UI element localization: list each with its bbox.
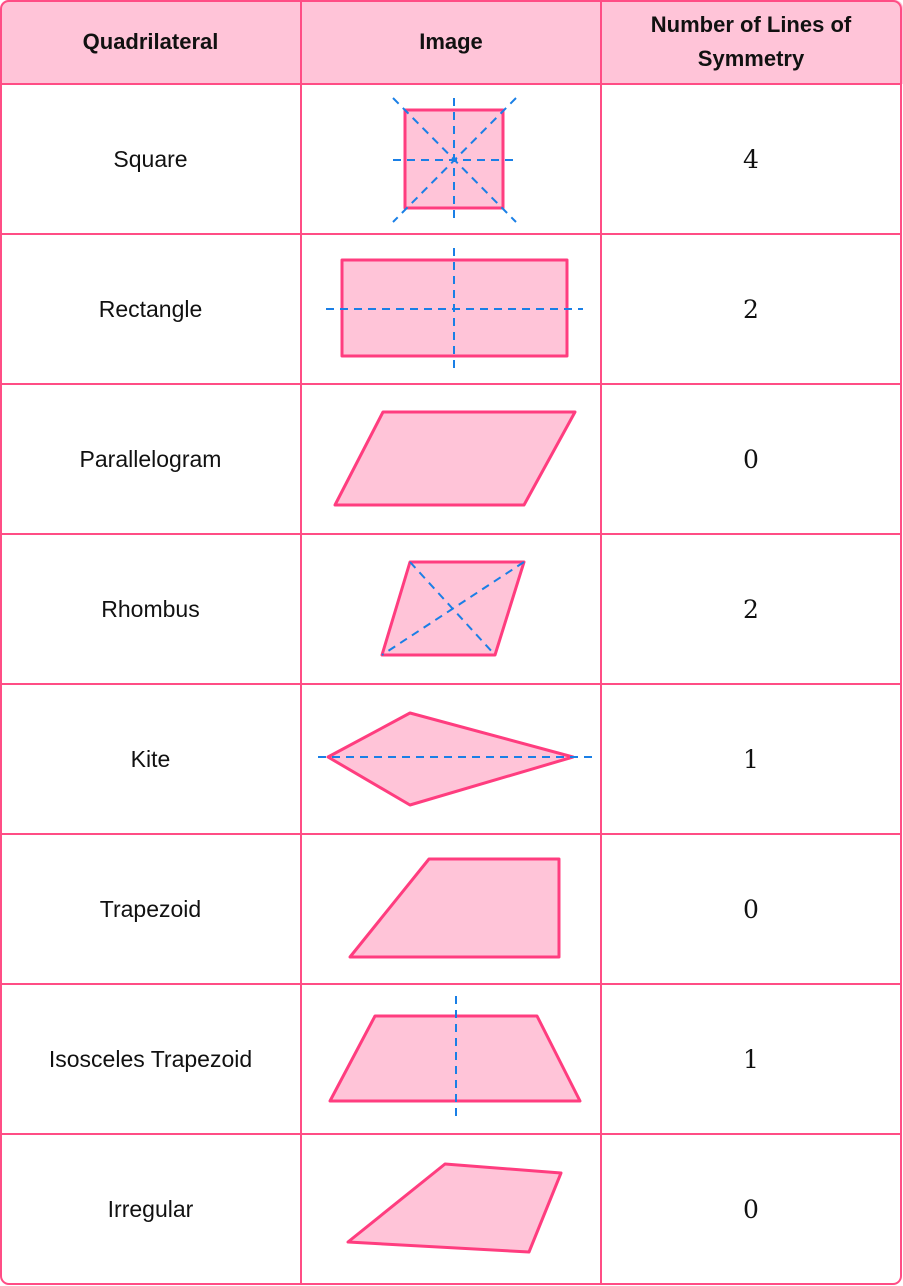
quadrilateral-name: Isosceles Trapezoid [48, 1045, 253, 1072]
irregular-shape [346, 1162, 563, 1254]
lines-of-symmetry-count: 1 [743, 1044, 759, 1074]
quadrilateral-name: Square [113, 145, 188, 172]
kite-shape [326, 711, 575, 807]
trapezoid-shape [348, 857, 561, 959]
header-image: Image [419, 29, 483, 54]
lines-of-symmetry-count: 0 [743, 1194, 759, 1224]
lines-of-symmetry-count: 1 [743, 744, 759, 774]
quadrilateral-name: Parallelogram [79, 445, 222, 472]
header-lines-of-symmetry: Number of Lines of Symmetry [650, 12, 852, 71]
square-symmetry-line [392, 97, 517, 223]
lines-of-symmetry-count: 0 [743, 444, 759, 474]
rhombus-symmetry-line [381, 561, 525, 656]
quadrilateral-name: Irregular [107, 1195, 194, 1222]
table-header [0, 0, 903, 84]
lines-of-symmetry-count: 4 [743, 144, 759, 174]
quadrilateral-name: Kite [130, 745, 171, 772]
quadrilateral-name: Rectangle [98, 295, 203, 322]
parallelogram-shape [333, 410, 577, 507]
quadrilateral-name: Trapezoid [99, 895, 202, 922]
lines-of-symmetry-count: 2 [743, 294, 759, 324]
lines-of-symmetry-count: 0 [743, 894, 759, 924]
header-quadrilateral: Quadrilateral [82, 29, 219, 54]
lines-of-symmetry-count: 2 [743, 594, 759, 624]
quadrilateral-name: Rhombus [101, 595, 200, 622]
